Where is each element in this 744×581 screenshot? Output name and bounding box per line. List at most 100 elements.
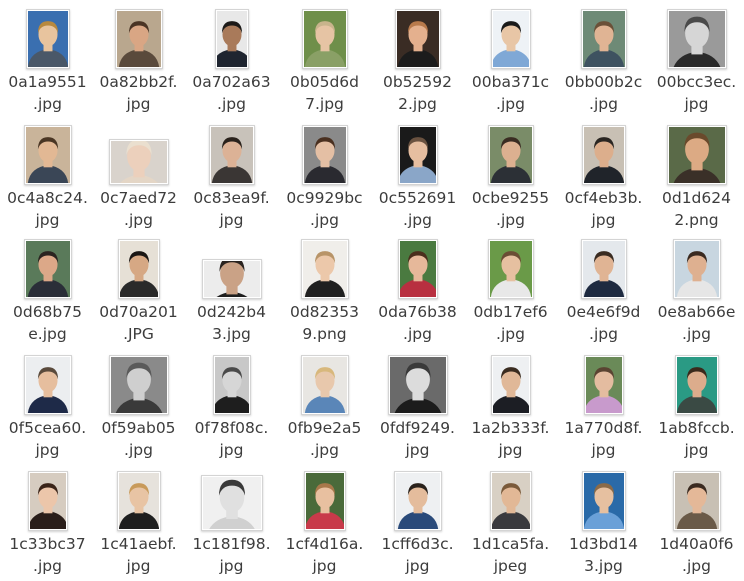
image-thumbnail[interactable] bbox=[208, 125, 255, 185]
image-thumbnail[interactable] bbox=[27, 471, 68, 531]
file-name-label: 0fdf9249. jpg bbox=[371, 417, 464, 461]
thumbnail-area bbox=[1, 233, 94, 299]
portrait-photo bbox=[668, 127, 725, 183]
image-thumbnail[interactable] bbox=[303, 471, 346, 531]
image-thumbnail[interactable] bbox=[23, 239, 72, 299]
portrait-photo bbox=[585, 357, 622, 413]
image-thumbnail[interactable] bbox=[581, 125, 626, 185]
thumbnail-area bbox=[650, 119, 743, 185]
image-thumbnail[interactable] bbox=[300, 239, 349, 299]
thumbnail-area bbox=[1, 3, 94, 69]
thumbnail-area bbox=[185, 233, 278, 299]
file-name-line: 0cbe9255 bbox=[471, 189, 550, 207]
image-thumbnail[interactable] bbox=[672, 471, 721, 531]
image-thumbnail[interactable] bbox=[674, 355, 719, 415]
thumbnail-area bbox=[278, 233, 371, 299]
image-thumbnail[interactable] bbox=[394, 9, 441, 69]
image-thumbnail[interactable] bbox=[580, 239, 627, 299]
image-thumbnail[interactable] bbox=[666, 9, 727, 69]
thumbnail-area bbox=[92, 3, 185, 69]
image-thumbnail[interactable] bbox=[108, 355, 169, 415]
file-name-label: 0fb9e2a5 .jpg bbox=[278, 417, 371, 461]
image-thumbnail[interactable] bbox=[393, 471, 442, 531]
file-name-label: 0d1d624 2.png bbox=[650, 187, 743, 231]
image-thumbnail[interactable] bbox=[301, 125, 348, 185]
image-thumbnail[interactable] bbox=[200, 475, 263, 531]
image-thumbnail[interactable] bbox=[201, 259, 262, 299]
file-name-line: .jpg bbox=[124, 211, 153, 229]
image-thumbnail[interactable] bbox=[25, 9, 70, 69]
file-name-line: .jpg bbox=[403, 325, 432, 343]
file-name-line: jpg bbox=[684, 95, 709, 113]
file-name-line: .jpg bbox=[496, 95, 525, 113]
file-name-label: 1cff6d3c. jpg bbox=[371, 533, 464, 577]
image-thumbnail[interactable] bbox=[214, 9, 249, 69]
image-thumbnail[interactable] bbox=[583, 355, 624, 415]
thumbnail-area bbox=[185, 3, 278, 69]
file-name-line: 0fdf9249. bbox=[380, 419, 455, 437]
portrait-photo bbox=[25, 241, 70, 297]
file-name-label: 0b05d6d 7.jpg bbox=[278, 71, 371, 115]
image-thumbnail[interactable] bbox=[108, 139, 169, 185]
image-thumbnail[interactable] bbox=[114, 9, 163, 69]
file-name-line: 0d242b4 bbox=[197, 303, 266, 321]
file-name-line: 0f5cea60. bbox=[8, 419, 87, 437]
file-name-line: 7.jpg bbox=[305, 95, 344, 113]
file-name-line: jpg bbox=[312, 557, 337, 575]
file-name-line: 0fb9e2a5 bbox=[287, 419, 362, 437]
portrait-photo bbox=[674, 473, 719, 529]
image-thumbnail[interactable] bbox=[489, 471, 532, 531]
file-name-label: 1a2b333f. jpg bbox=[464, 417, 557, 461]
image-thumbnail[interactable] bbox=[490, 9, 531, 69]
file-name-label: 0d68b75 e.jpg bbox=[1, 301, 94, 345]
thumbnail-area bbox=[185, 119, 278, 185]
file-name-line: 00ba371c bbox=[471, 73, 550, 91]
image-thumbnail[interactable] bbox=[300, 355, 349, 415]
file-name-label: 1c33bc37 .jpg bbox=[1, 533, 94, 577]
image-thumbnail[interactable] bbox=[490, 355, 531, 415]
image-thumbnail[interactable] bbox=[580, 9, 627, 69]
file-name-label: 00ba371c .jpg bbox=[464, 71, 557, 115]
file-name-line: 0da76b38 bbox=[378, 303, 457, 321]
file-name-line: jpg bbox=[591, 211, 616, 229]
file-name-line: 0b05d6d bbox=[290, 73, 359, 91]
thumbnail-area bbox=[1, 465, 94, 531]
thumbnail-area bbox=[278, 119, 371, 185]
file-name-line: jpg bbox=[219, 557, 244, 575]
portrait-photo bbox=[491, 473, 530, 529]
file-name-label: 0b52592 2.jpg bbox=[371, 71, 464, 115]
image-thumbnail[interactable] bbox=[397, 125, 438, 185]
image-thumbnail[interactable] bbox=[116, 471, 161, 531]
portrait-photo bbox=[303, 127, 346, 183]
image-thumbnail[interactable] bbox=[487, 239, 534, 299]
file-name-line: 1a2b333f. bbox=[471, 419, 550, 437]
portrait-photo bbox=[583, 473, 624, 529]
image-thumbnail[interactable] bbox=[23, 125, 72, 185]
image-thumbnail[interactable] bbox=[117, 239, 160, 299]
file-name-label: 1cf4d16a. jpg bbox=[278, 533, 371, 577]
image-thumbnail[interactable] bbox=[487, 125, 534, 185]
image-thumbnail[interactable] bbox=[23, 355, 72, 415]
file-name-line: 0f78f08c. bbox=[194, 419, 269, 437]
file-name-line: 0a1a9551 bbox=[8, 73, 87, 91]
file-name-line: .jpg bbox=[589, 95, 618, 113]
file-name-line: 00bcc3ec. bbox=[656, 73, 737, 91]
file-name-line: 0e4e6f9d bbox=[566, 303, 641, 321]
image-thumbnail[interactable] bbox=[672, 239, 721, 299]
portrait-photo bbox=[302, 241, 347, 297]
image-thumbnail[interactable] bbox=[301, 9, 348, 69]
image-thumbnail[interactable] bbox=[212, 355, 251, 415]
file-name-line: .jpg bbox=[33, 95, 62, 113]
portrait-photo bbox=[389, 357, 446, 413]
portrait-photo bbox=[582, 11, 625, 67]
portrait-photo bbox=[214, 357, 249, 413]
thumbnail-area bbox=[92, 233, 185, 299]
image-thumbnail[interactable] bbox=[397, 239, 438, 299]
image-thumbnail[interactable] bbox=[581, 471, 626, 531]
file-name-line: 3.jpg bbox=[584, 557, 623, 575]
file-name-label: 1a770d8f. jpg bbox=[557, 417, 650, 461]
file-name-label: 0c83ea9f. jpg bbox=[185, 187, 278, 231]
image-thumbnail[interactable] bbox=[387, 355, 448, 415]
file-name-line: 0f59ab05 bbox=[101, 419, 176, 437]
image-thumbnail[interactable] bbox=[666, 125, 727, 185]
